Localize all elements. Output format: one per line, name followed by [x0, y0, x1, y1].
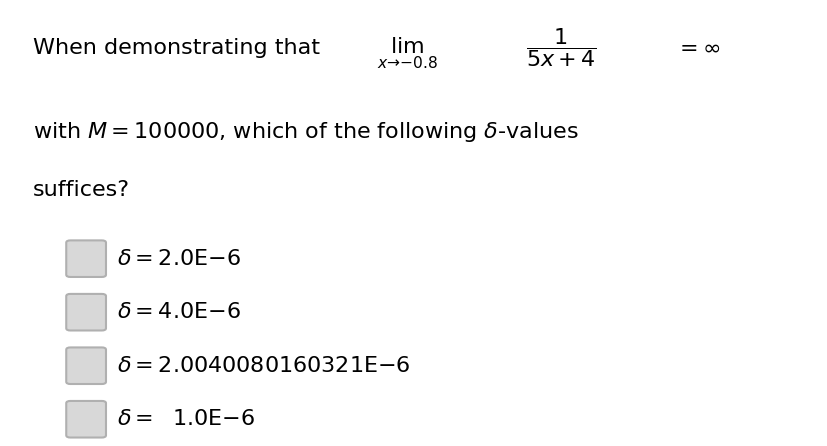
- Text: suffices?: suffices?: [33, 180, 130, 200]
- Text: When demonstrating that: When demonstrating that: [33, 37, 320, 58]
- FancyBboxPatch shape: [66, 401, 106, 438]
- Text: $\delta = 2.0040080160321\mathrm{E{-}6}$: $\delta = 2.0040080160321\mathrm{E{-}6}$: [117, 356, 410, 376]
- Text: $\dfrac{1}{5x+4}$: $\dfrac{1}{5x+4}$: [525, 26, 595, 69]
- Text: $\lim_{x \to -0.8}$: $\lim_{x \to -0.8}$: [376, 36, 437, 71]
- Text: $\delta = 2.0\mathrm{E{-}6}$: $\delta = 2.0\mathrm{E{-}6}$: [117, 249, 240, 268]
- FancyBboxPatch shape: [66, 347, 106, 384]
- FancyBboxPatch shape: [66, 294, 106, 330]
- Text: $= \infty$: $= \infty$: [674, 37, 719, 58]
- Text: with $M = 100000$, which of the following $\delta$-values: with $M = 100000$, which of the followin…: [33, 120, 578, 144]
- FancyBboxPatch shape: [66, 240, 106, 277]
- Text: $\delta =\ \ 1.0\mathrm{E{-}6}$: $\delta =\ \ 1.0\mathrm{E{-}6}$: [117, 409, 255, 429]
- Text: $\delta = 4.0\mathrm{E{-}6}$: $\delta = 4.0\mathrm{E{-}6}$: [117, 302, 240, 322]
